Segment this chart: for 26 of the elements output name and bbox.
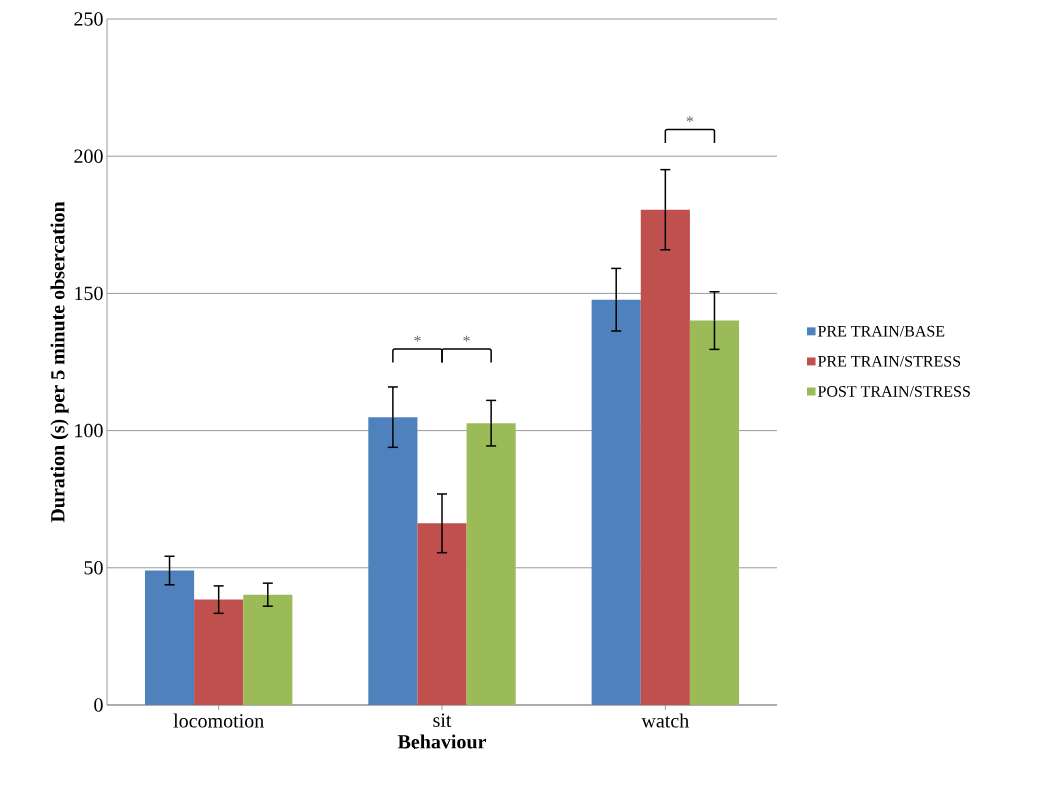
y-tick-label: 50 (84, 561, 103, 575)
bar (243, 594, 293, 705)
y-tick-label: 0 (94, 698, 103, 712)
x-axis-title: Behaviour (397, 734, 487, 749)
x-tick-label: locomotion (173, 713, 264, 728)
legend-label: POST TRAIN/STRESS (817, 386, 970, 397)
bar (591, 299, 641, 705)
bar (194, 599, 244, 705)
x-tick-label: sit (433, 713, 452, 727)
y-tick-label: 200 (74, 149, 103, 163)
annotation: * (686, 116, 694, 122)
bar (368, 417, 418, 705)
y-tick-label: 250 (74, 12, 103, 26)
bar (417, 523, 467, 705)
legend-label: PRE TRAIN/STRESS (817, 355, 961, 367)
bar (640, 209, 690, 705)
annotation: * (414, 335, 421, 342)
bar (466, 423, 516, 705)
legend-label: PRE TRAIN/BASE (817, 325, 945, 337)
annotation: * (463, 335, 470, 342)
bar (144, 570, 195, 705)
y-axis-title: Duration (s) per 5 minute obsercation (50, 201, 69, 523)
x-tick-label: watch (641, 713, 689, 728)
y-tick-label: 150 (75, 286, 103, 301)
bar (689, 320, 740, 705)
y-tick-label: 100 (75, 423, 103, 438)
